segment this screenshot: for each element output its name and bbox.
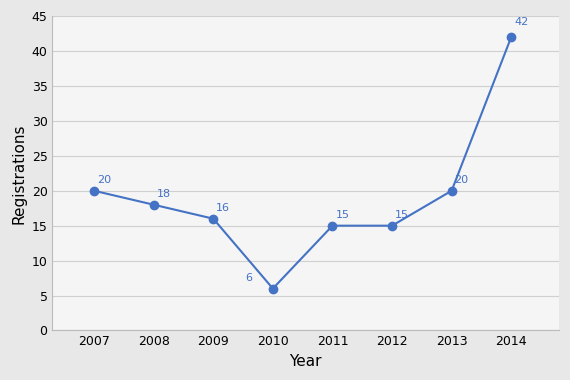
Text: 6: 6 [245, 273, 252, 283]
Text: 15: 15 [335, 210, 349, 220]
Text: 42: 42 [514, 17, 528, 27]
Y-axis label: Registrations: Registrations [11, 123, 26, 223]
Text: 20: 20 [97, 175, 111, 185]
Text: 18: 18 [157, 189, 171, 199]
X-axis label: Year: Year [290, 354, 322, 369]
Text: 16: 16 [216, 203, 230, 213]
Text: 15: 15 [395, 210, 409, 220]
Text: 20: 20 [455, 175, 469, 185]
